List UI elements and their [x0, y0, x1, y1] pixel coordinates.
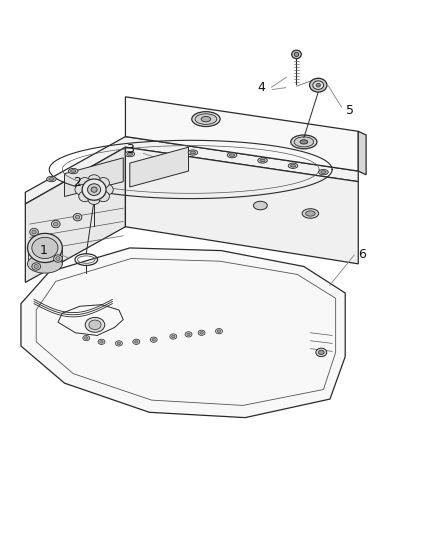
Ellipse shape: [56, 257, 60, 261]
Ellipse shape: [198, 330, 205, 335]
Ellipse shape: [291, 135, 317, 149]
Ellipse shape: [32, 230, 36, 234]
Ellipse shape: [190, 151, 195, 154]
Ellipse shape: [28, 255, 62, 273]
Ellipse shape: [152, 338, 155, 341]
Ellipse shape: [321, 171, 326, 173]
Ellipse shape: [170, 334, 177, 339]
Ellipse shape: [88, 175, 100, 185]
Text: 1: 1: [40, 244, 48, 257]
Polygon shape: [25, 147, 125, 282]
Polygon shape: [64, 158, 123, 197]
Ellipse shape: [230, 154, 235, 157]
Ellipse shape: [79, 177, 91, 188]
Ellipse shape: [32, 237, 58, 259]
Ellipse shape: [53, 255, 62, 262]
Text: 3: 3: [126, 143, 134, 156]
Text: 5: 5: [346, 103, 353, 117]
Ellipse shape: [85, 337, 88, 340]
Ellipse shape: [185, 332, 192, 337]
Ellipse shape: [71, 169, 76, 172]
Ellipse shape: [253, 201, 267, 210]
Ellipse shape: [318, 350, 324, 354]
Ellipse shape: [49, 177, 54, 180]
Ellipse shape: [79, 191, 91, 201]
Ellipse shape: [83, 335, 90, 341]
Ellipse shape: [73, 214, 82, 221]
Ellipse shape: [134, 341, 138, 343]
Ellipse shape: [187, 333, 190, 336]
Polygon shape: [358, 131, 366, 175]
Ellipse shape: [32, 263, 41, 270]
Ellipse shape: [100, 341, 103, 343]
Ellipse shape: [192, 112, 220, 126]
Ellipse shape: [53, 222, 58, 226]
Text: 2: 2: [74, 176, 81, 189]
Ellipse shape: [294, 52, 299, 56]
Ellipse shape: [195, 114, 217, 124]
Ellipse shape: [292, 50, 301, 59]
Polygon shape: [125, 97, 358, 171]
Ellipse shape: [316, 348, 327, 357]
Ellipse shape: [28, 233, 62, 263]
Ellipse shape: [319, 169, 328, 175]
Ellipse shape: [88, 194, 100, 205]
Ellipse shape: [51, 220, 60, 228]
Ellipse shape: [201, 116, 211, 122]
Polygon shape: [125, 147, 358, 264]
Ellipse shape: [316, 83, 321, 87]
Ellipse shape: [302, 209, 319, 218]
Ellipse shape: [85, 317, 105, 332]
Ellipse shape: [260, 159, 265, 162]
Ellipse shape: [88, 184, 101, 196]
Ellipse shape: [258, 158, 267, 163]
Ellipse shape: [310, 78, 327, 92]
Ellipse shape: [227, 152, 237, 158]
Ellipse shape: [75, 215, 80, 219]
Ellipse shape: [150, 337, 157, 342]
Ellipse shape: [290, 165, 296, 167]
Text: 6: 6: [358, 248, 366, 261]
Ellipse shape: [125, 151, 134, 157]
Ellipse shape: [75, 184, 87, 195]
Ellipse shape: [294, 137, 314, 147]
Polygon shape: [25, 136, 358, 204]
Ellipse shape: [116, 341, 122, 346]
Ellipse shape: [68, 168, 78, 174]
Ellipse shape: [101, 184, 113, 195]
Ellipse shape: [89, 320, 101, 329]
Ellipse shape: [188, 150, 198, 155]
Polygon shape: [130, 147, 188, 187]
Text: 4: 4: [257, 81, 265, 94]
Ellipse shape: [288, 163, 298, 168]
Ellipse shape: [34, 265, 39, 268]
Ellipse shape: [133, 339, 140, 344]
Ellipse shape: [97, 191, 110, 201]
Ellipse shape: [82, 179, 106, 200]
Ellipse shape: [200, 332, 203, 334]
Ellipse shape: [30, 228, 39, 236]
Ellipse shape: [172, 335, 175, 338]
Ellipse shape: [117, 342, 120, 345]
Ellipse shape: [306, 211, 315, 216]
Ellipse shape: [313, 81, 324, 90]
Ellipse shape: [91, 187, 97, 192]
Ellipse shape: [47, 176, 56, 182]
Ellipse shape: [300, 140, 308, 144]
Ellipse shape: [97, 177, 110, 188]
Ellipse shape: [127, 153, 132, 156]
Ellipse shape: [217, 330, 221, 333]
Ellipse shape: [98, 339, 105, 344]
Ellipse shape: [215, 328, 223, 334]
Polygon shape: [21, 248, 345, 418]
